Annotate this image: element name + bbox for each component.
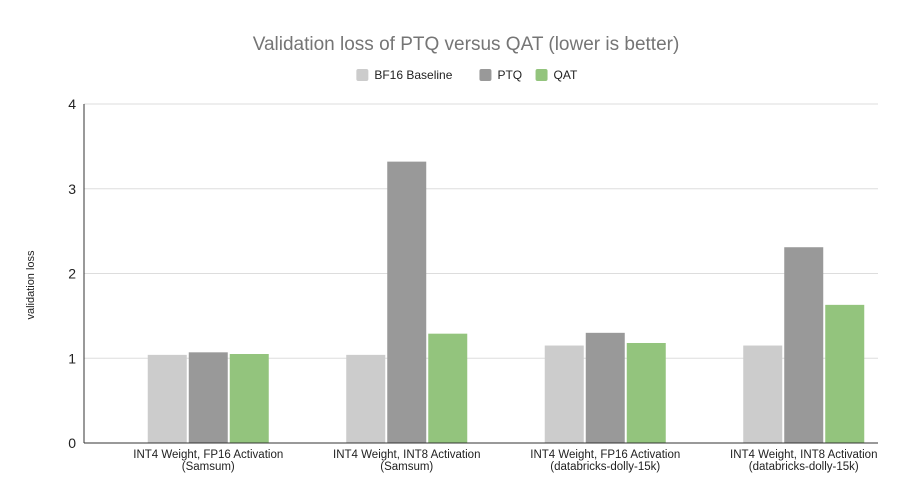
- bar: [544, 345, 584, 443]
- legend-swatch: [535, 69, 548, 81]
- y-tick-label: 4: [68, 96, 76, 112]
- bar: [147, 354, 187, 443]
- legend-label: PTQ: [497, 68, 522, 82]
- bars: [147, 161, 865, 443]
- x-tick-label: INT4 Weight, INT8 Activation: [333, 449, 480, 461]
- x-tick-label: (Samsum): [182, 461, 235, 473]
- bar: [387, 161, 427, 443]
- y-axis-ticks: 0 1 2 3 4: [68, 96, 76, 451]
- bar: [784, 247, 824, 443]
- bar: [626, 342, 666, 443]
- legend: BF16 Baseline PTQ QAT: [356, 68, 578, 82]
- y-tick-label: 2: [68, 266, 76, 282]
- y-tick-label: 0: [68, 435, 76, 451]
- x-tick-label: (Samsum): [380, 461, 433, 473]
- x-axis-labels: INT4 Weight, FP16 Activation(Samsum)INT4…: [133, 449, 877, 473]
- x-tick-label: INT4 Weight, INT8 Activation: [730, 449, 877, 461]
- x-tick-label: INT4 Weight, FP16 Activation: [530, 449, 680, 461]
- legend-swatch: [479, 69, 492, 81]
- legend-swatch: [356, 69, 369, 81]
- bar: [188, 352, 228, 443]
- bar: [743, 345, 783, 443]
- bar: [825, 304, 865, 443]
- grid-lines: [84, 103, 878, 359]
- y-tick-label: 3: [68, 181, 76, 197]
- y-tick-label: 1: [68, 350, 76, 366]
- x-tick-label: (databricks-dolly-15k): [550, 461, 660, 473]
- chart-title: Validation loss of PTQ versus QAT (lower…: [253, 34, 680, 55]
- x-tick-label: INT4 Weight, FP16 Activation: [133, 449, 283, 461]
- bar: [428, 333, 468, 443]
- x-tick-label: (databricks-dolly-15k): [749, 461, 859, 473]
- bar: [585, 332, 625, 443]
- legend-label: QAT: [554, 68, 578, 82]
- y-axis-label: validation loss: [25, 250, 37, 320]
- bar: [346, 354, 386, 443]
- bar: [229, 354, 269, 443]
- legend-label: BF16 Baseline: [374, 68, 452, 82]
